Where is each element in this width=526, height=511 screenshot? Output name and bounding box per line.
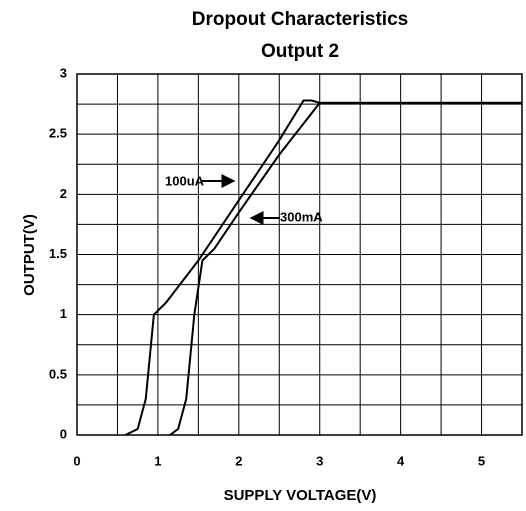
x-tick-label: 2 — [235, 453, 242, 468]
y-tick-label: 1.5 — [49, 246, 67, 261]
chart-subtitle: Output 2 — [261, 41, 339, 62]
x-tick-label: 3 — [316, 453, 323, 468]
series-label: 100uA — [165, 173, 205, 188]
y-tick-label: 0 — [60, 426, 67, 441]
y-tick-label: 0.5 — [49, 366, 67, 381]
x-tick-label: 4 — [397, 453, 405, 468]
plot-frame — [76, 73, 523, 436]
x-tick-label: 1 — [154, 453, 161, 468]
chart-title: Dropout Characteristics — [192, 9, 408, 30]
data-line — [169, 101, 522, 436]
y-axis-label: OUTPUT(V) — [21, 214, 38, 296]
y-tick-label: 1 — [60, 306, 67, 321]
y-tick-label: 2 — [60, 186, 67, 201]
y-tick-label: 2.5 — [49, 126, 67, 141]
x-tick-label: 5 — [478, 453, 485, 468]
x-axis-label: SUPPLY VOLTAGE(V) — [224, 487, 377, 504]
data-line — [125, 99, 522, 436]
series-label: 300mA — [280, 209, 323, 224]
x-tick-label: 0 — [73, 453, 80, 468]
y-tick-label: 3 — [60, 65, 67, 80]
